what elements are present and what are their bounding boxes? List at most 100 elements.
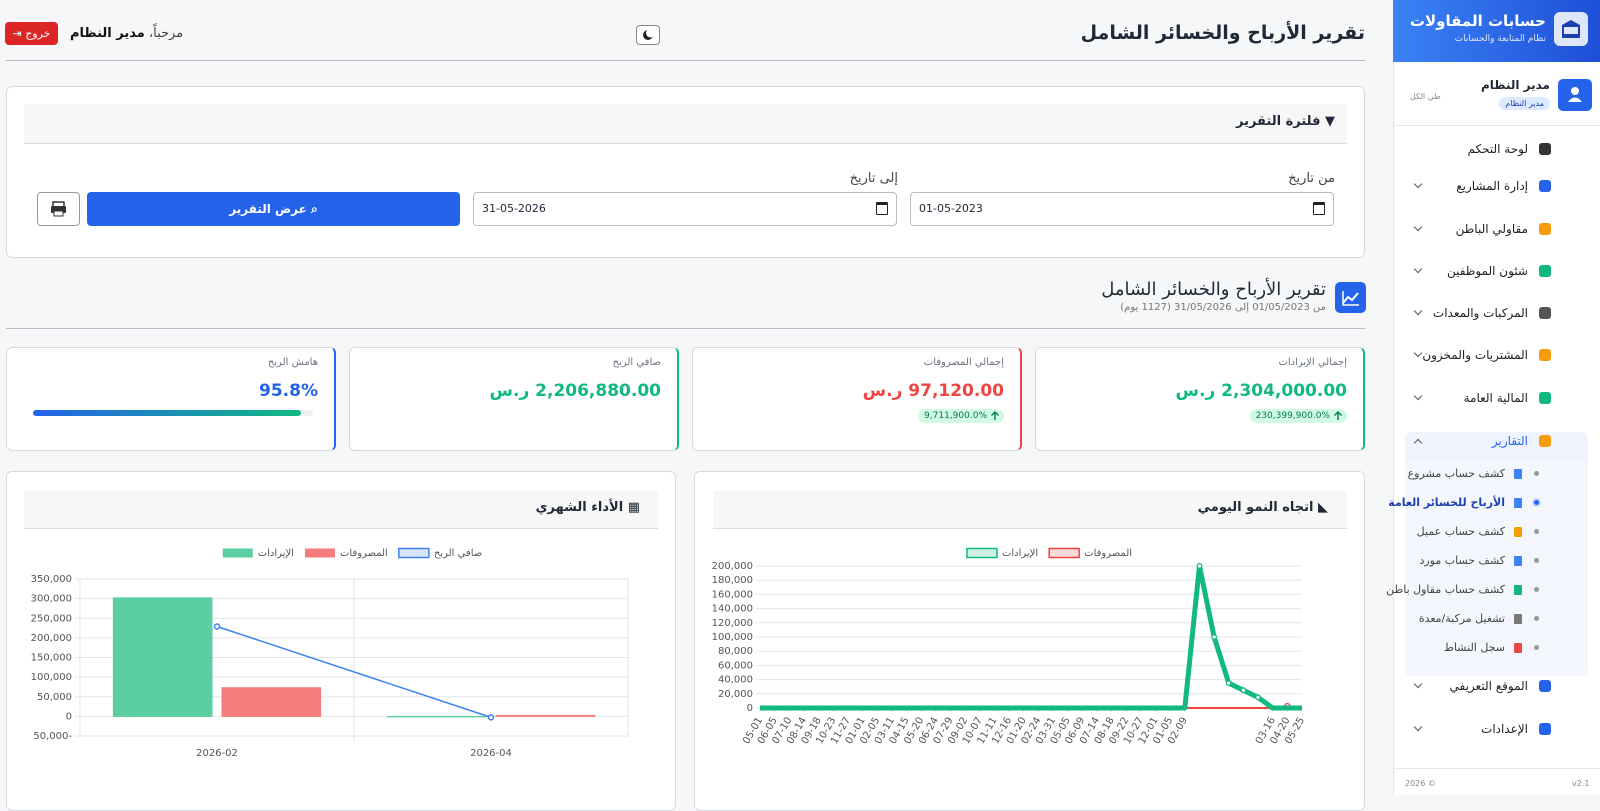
welcome-text: مرحباً،	[148, 26, 184, 41]
chart-title: ▦ الأداء الشهري	[535, 500, 640, 515]
divider	[1393, 125, 1600, 126]
bar	[386, 715, 487, 718]
y-tick-label: 250,000	[31, 613, 72, 624]
submenu-bullet	[1534, 587, 1539, 592]
point	[1255, 694, 1262, 701]
filter-title: ▼ فلترة التقرير	[1236, 114, 1335, 129]
submenu-icon	[1514, 585, 1522, 595]
submit-text: عرض التقرير	[229, 202, 307, 216]
logout-text: خروج	[25, 27, 51, 40]
sidebar-user: مدير النظام	[1480, 78, 1550, 92]
menu-item[interactable]: التقارير	[1491, 434, 1528, 448]
legend-swatch	[398, 547, 430, 559]
user-name: مدير النظام	[70, 26, 145, 41]
menu-icon	[1539, 349, 1551, 361]
y-tick-label: 150,000	[31, 653, 72, 664]
legend-swatch	[222, 548, 253, 558]
legend-item: الإيرادات	[222, 548, 294, 559]
y-tick-label: 200,000	[31, 633, 72, 644]
menu-item[interactable]: المشتريات والمخزون	[1422, 348, 1528, 362]
to-input[interactable]: 31-05-2026	[473, 192, 897, 226]
submenu-bullet	[1534, 645, 1539, 650]
submenu-item[interactable]: الأرباح للخسائر العامة	[1388, 496, 1505, 509]
menu-item[interactable]: لوحة التحكم	[1467, 142, 1529, 156]
filter-header	[24, 104, 1347, 144]
stat-label: إجمالي المصروفات	[923, 357, 1004, 368]
menu-icon	[1539, 723, 1551, 735]
stat-card	[349, 347, 679, 451]
submenu-bullet	[1534, 471, 1539, 476]
legend-item: الإيرادات	[966, 547, 1038, 559]
y-tick-label: 200,000	[712, 561, 753, 572]
point	[1240, 687, 1247, 694]
submenu-icon	[1514, 527, 1522, 537]
submenu-item[interactable]: تشغيل مركبة/معدة	[1418, 612, 1505, 625]
menu-item[interactable]: الموقع التعريفي	[1449, 679, 1529, 693]
from-input[interactable]: 01-05-2023	[910, 192, 1334, 226]
divider	[1393, 768, 1600, 769]
chart-title-text: اتجاه النمو اليومي	[1197, 500, 1314, 515]
y-tick-label: 160,000	[712, 589, 753, 600]
menu-item[interactable]: إدارة المشاريع	[1456, 179, 1528, 193]
menu-icon	[1539, 307, 1551, 319]
bank-icon	[1562, 20, 1580, 38]
chart-header	[713, 491, 1347, 529]
menu-icon	[1539, 680, 1551, 692]
from-label: من تاريخ	[1288, 171, 1335, 186]
stat-label: هامش الربح	[267, 357, 318, 368]
menu-item[interactable]: المالية العامة	[1463, 391, 1528, 405]
point	[213, 623, 221, 630]
submenu-icon	[1514, 556, 1522, 566]
submenu-icon	[1514, 614, 1522, 624]
submenu-item[interactable]: كشف حساب عميل	[1416, 525, 1505, 538]
stat-value: 2,304,000.00 ر.س	[1175, 381, 1347, 401]
y-tick-label: 40,000	[718, 675, 753, 686]
menu-item[interactable]: شئون الموظفين	[1446, 264, 1528, 278]
up-arrow	[991, 411, 999, 420]
x-tick-label: 2026-02	[196, 748, 238, 759]
moon-icon	[643, 28, 655, 40]
submenu-item[interactable]: سجل النشاط	[1443, 641, 1505, 654]
divider	[6, 60, 1365, 61]
y-tick-label: 180,000	[712, 575, 753, 586]
legend-item: صافي الربح	[398, 547, 482, 559]
stat-card	[1035, 347, 1365, 451]
y-tick-label: 350,000	[31, 574, 72, 585]
submit-button[interactable]: ⌕ عرض التقرير	[87, 192, 460, 226]
submenu-icon	[1514, 643, 1522, 653]
submenu-item[interactable]: كشف حساب مقاول باطن	[1386, 583, 1505, 596]
brand-icon	[1554, 12, 1588, 46]
submenu-panel	[1405, 462, 1588, 676]
bar	[112, 597, 213, 717]
version: v2.1	[1572, 779, 1590, 788]
menu-item[interactable]: المركبات والمعدات	[1432, 306, 1528, 320]
y-tick-label: 100,000	[31, 672, 72, 683]
theme-toggle[interactable]	[636, 25, 660, 45]
legend-swatch	[1048, 547, 1080, 559]
report-period: من 01/05/2023 إلى 31/05/2026 (1127 يوم)	[1120, 302, 1326, 313]
avatar	[1558, 79, 1592, 111]
user-icon	[1568, 87, 1582, 102]
collapse-all[interactable]: طي الكل	[1410, 92, 1441, 101]
legend-item: المصروفات	[1048, 547, 1132, 559]
print-button[interactable]	[37, 192, 80, 226]
logout-button[interactable]: خروج ⇥	[5, 22, 58, 45]
line	[760, 563, 1302, 711]
y-tick-label: 100,000	[712, 632, 753, 643]
menu-item[interactable]: مقاولي الباطن	[1455, 222, 1528, 236]
submenu-item[interactable]: كشف حساب مشروع	[1407, 467, 1505, 480]
point	[1225, 680, 1232, 687]
from-value: 01-05-2023	[919, 202, 983, 215]
submenu-item[interactable]: كشف حساب مورد	[1419, 554, 1505, 567]
menu-icon	[1539, 265, 1551, 277]
x-tick-label: 2026-04	[470, 748, 512, 759]
legend-item: المصروفات	[304, 548, 388, 559]
role-badge: مدير النظام	[1499, 97, 1550, 110]
stat-label: صافي الربح	[612, 357, 661, 368]
menu-item[interactable]: الإعدادات	[1481, 722, 1528, 736]
legend-swatch	[304, 548, 335, 558]
page-title: تقرير الأرباح والخسائر الشامل	[1080, 22, 1365, 44]
active-menu-bg	[1405, 432, 1588, 467]
y-tick-label: 50,000-	[33, 731, 72, 742]
stat-label: إجمالي الإيرادات	[1278, 357, 1347, 368]
